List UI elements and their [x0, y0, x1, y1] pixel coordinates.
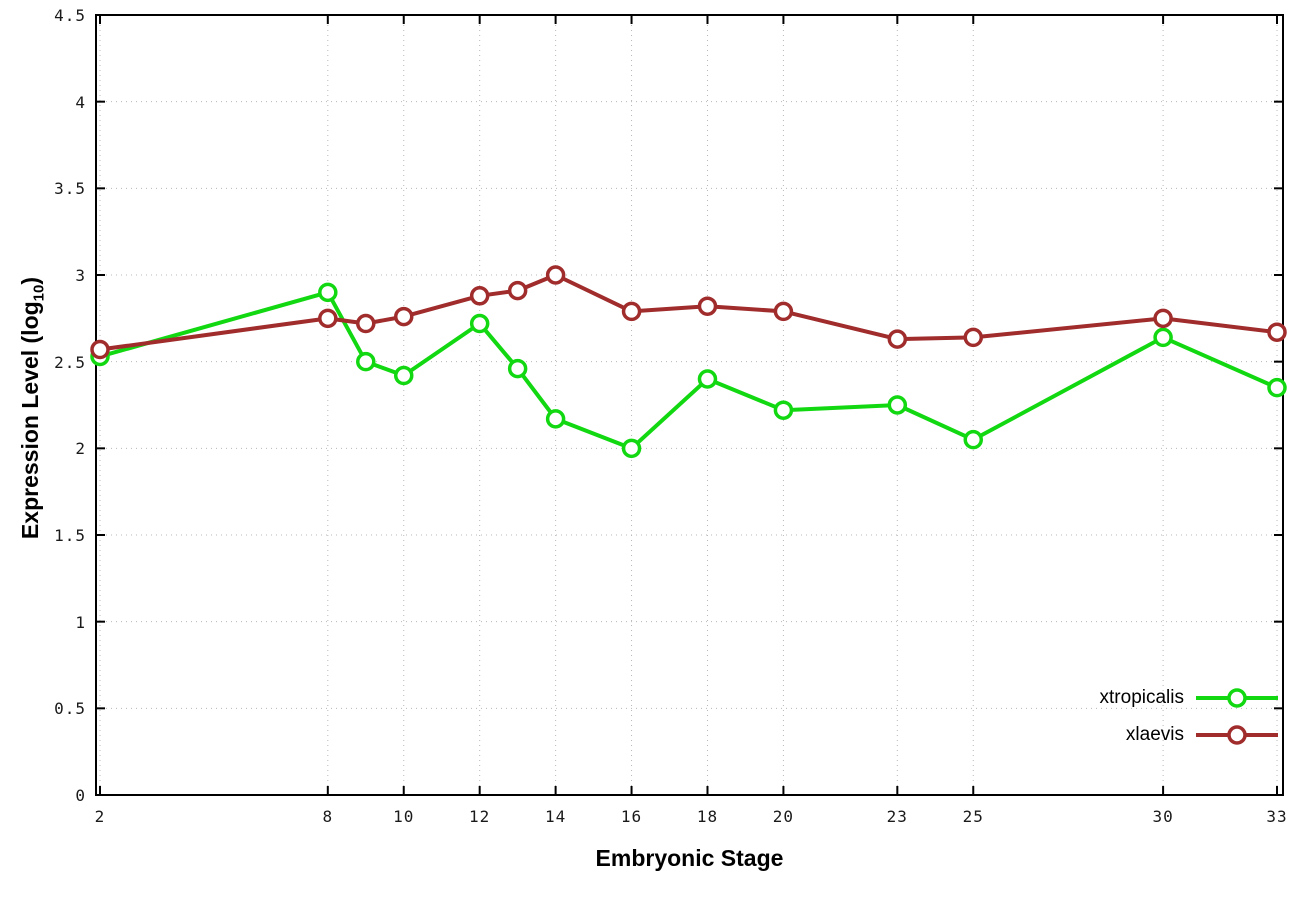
y-tick-label: 4.5 — [54, 6, 86, 25]
series-line-xtropicalis — [98, 290, 1279, 451]
data-point-xtropicalis — [545, 409, 566, 429]
data-point-xtropicalis — [1153, 327, 1173, 348]
data-point-xtropicalis — [1267, 377, 1287, 398]
data-point-xtropicalis — [393, 365, 414, 386]
y-tick-label: 3 — [75, 266, 86, 285]
data-point-xlaevis — [469, 286, 490, 306]
data-point-xlaevis — [963, 327, 984, 348]
x-tick-label: 25 — [962, 807, 984, 826]
y-tick-label: 0 — [75, 786, 86, 805]
x-tick-label: 30 — [1152, 807, 1174, 826]
x-tick-label: 14 — [544, 807, 567, 826]
data-point-xtropicalis — [887, 395, 908, 415]
data-point-xtropicalis — [318, 282, 338, 303]
data-point-xlaevis — [90, 339, 110, 360]
x-tick-label: 33 — [1266, 807, 1288, 826]
y-tick-label: 4 — [75, 92, 86, 112]
y-axis-label: Expression Level (log10) — [17, 198, 57, 618]
data-point-xlaevis — [621, 301, 642, 322]
legend-label: xtropicalis — [1099, 687, 1184, 708]
data-point-xtropicalis — [621, 438, 642, 459]
data-point-xlaevis — [773, 301, 794, 322]
legend-label: xlaevis — [1125, 724, 1184, 745]
y-tick-label: 1 — [75, 612, 86, 632]
data-point-xtropicalis — [963, 429, 984, 450]
y-axis-label-sub: 10 — [30, 284, 48, 302]
x-tick-label: 16 — [620, 807, 643, 826]
data-point-xlaevis — [1153, 308, 1173, 329]
data-point-xlaevis — [393, 306, 414, 327]
legend-sample-xlaevis — [1196, 725, 1278, 745]
y-tick-label: 0.5 — [54, 699, 86, 719]
y-axis-label-text: Expression Level (log — [17, 301, 43, 540]
x-tick-label: 10 — [393, 807, 415, 826]
data-point-xlaevis — [507, 280, 528, 301]
legend-item-xtropicalis: xtropicalis — [1100, 686, 1280, 710]
data-point-xlaevis — [356, 313, 376, 334]
data-point-xtropicalis — [356, 351, 376, 372]
x-tick-label: 23 — [886, 807, 908, 826]
data-point-xtropicalis — [773, 400, 794, 420]
x-tick-label: 2 — [94, 807, 106, 826]
data-point-xlaevis — [697, 296, 718, 316]
plot-border — [95, 14, 1284, 796]
data-point-xlaevis — [887, 329, 908, 349]
x-tick-label: 18 — [696, 807, 719, 826]
x-tick-label: 20 — [772, 807, 795, 826]
x-axis-label: Embryonic Stage — [595, 845, 784, 871]
legend-sample-xtropicalis — [1196, 688, 1278, 708]
y-tick-label: 3.5 — [54, 179, 86, 199]
y-tick-label: 2.5 — [54, 352, 86, 372]
y-tick-label: 1.5 — [54, 526, 86, 545]
data-point-xlaevis — [1267, 322, 1287, 342]
legend: xtropicalis xlaevis — [1100, 686, 1280, 747]
data-point-xlaevis — [545, 265, 566, 285]
legend-item-xlaevis: xlaevis — [1126, 723, 1280, 747]
x-tick-label: 12 — [469, 807, 491, 826]
data-point-xtropicalis — [697, 369, 718, 389]
data-point-xlaevis — [318, 308, 338, 329]
data-point-xtropicalis — [507, 358, 528, 379]
data-point-xtropicalis — [469, 313, 490, 334]
series-line-xlaevis — [98, 273, 1279, 352]
y-tick-label: 2 — [75, 439, 86, 459]
x-tick-label: 8 — [322, 807, 334, 826]
